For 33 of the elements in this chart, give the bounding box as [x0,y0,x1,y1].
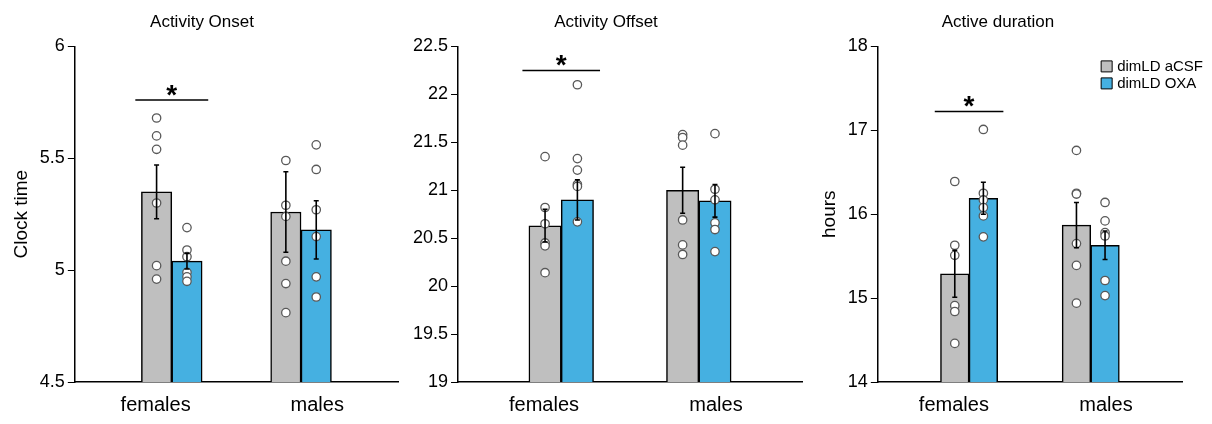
y-tick-label: 21.5 [412,131,449,152]
y-tick-label: 5 [54,259,65,280]
y-tick-label: 20 [428,275,449,296]
y-tick-label: 5.5 [39,147,65,168]
legend-label: dimLD aCSF [1117,56,1203,74]
x-tick-label: males [689,392,743,415]
annotation: * [555,49,567,81]
y-tick-label: 18 [847,35,868,56]
y-tick-label: 22.5 [412,35,449,56]
x-tick-label: males [1079,392,1133,415]
x-tick-label: females [509,392,580,415]
y-tick-label: 17 [847,119,868,140]
y-tick-label: 22 [428,83,449,104]
x-tick-label: males [290,392,344,415]
chart-title: Activity Onset [150,11,255,31]
chart-title: Activity Offset [554,11,659,31]
x-tick-label: females [918,392,989,415]
y-tick-label: 4.5 [39,370,65,391]
x-tick-label: females [120,392,191,415]
annotation: * [963,90,975,122]
y-tick-label: 15 [847,287,868,308]
y-tick-label: 19.5 [412,323,449,344]
y-tick-label: 20.5 [412,227,449,248]
annotation: * [166,78,178,110]
legend-label: dimLD OXA [1117,73,1197,91]
y-tick-label: 21 [428,179,449,200]
y-axis-title: Clock time [9,169,31,259]
y-tick-label: 14 [847,370,868,391]
y-tick-label: 19 [428,370,449,391]
chart-title: Active duration [941,11,1055,31]
y-tick-label: 16 [847,203,868,224]
y-axis-title: hours [817,190,839,238]
y-tick-label: 6 [54,35,65,56]
